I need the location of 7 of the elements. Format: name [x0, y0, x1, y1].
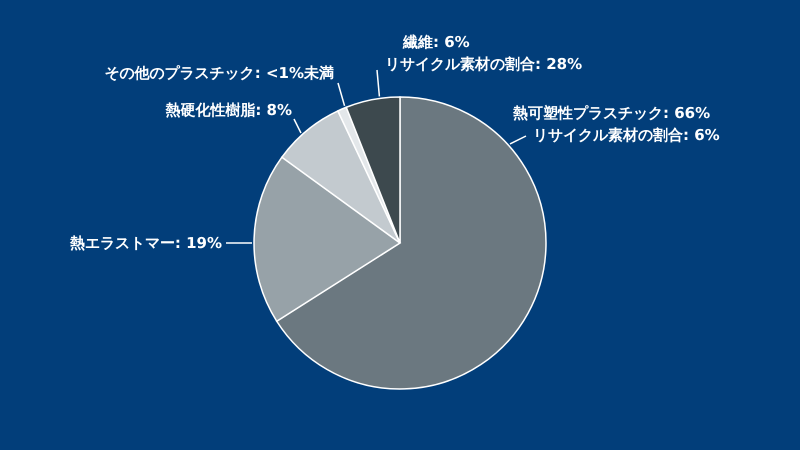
slice-label: 熱エラストマー: 19%: [68, 234, 222, 252]
text: リサイクル素材の割合: 6%: [533, 126, 720, 144]
slice-label: 繊維: 6%: [402, 33, 470, 51]
slice-label: 熱硬化性樹脂: 8%: [164, 101, 292, 119]
slice-label: 熱可塑性プラスチック: 66%: [512, 104, 710, 122]
slice-label: その他のプラスチック: <1%未満: [104, 64, 334, 82]
text: リサイクル素材の割合: 28%: [385, 55, 582, 73]
